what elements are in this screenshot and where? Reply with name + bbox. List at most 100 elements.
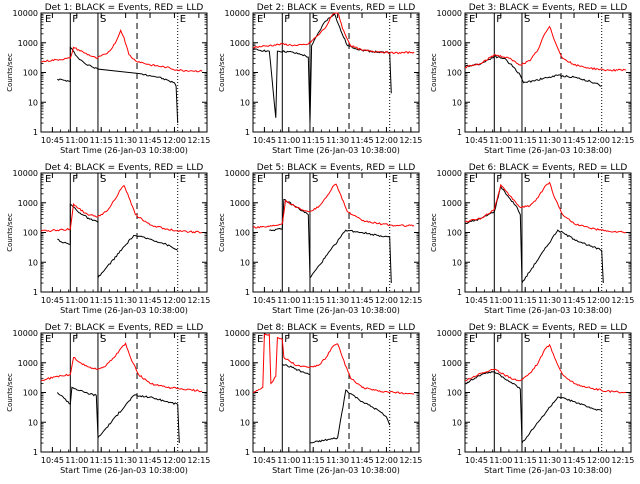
detector-panel-4: Det 4: BLACK = Events, RED = LLD 1 10 100 10… xyxy=(6,163,210,315)
marker-label-s: S xyxy=(312,174,318,185)
y-tick-label: 100 xyxy=(235,229,250,238)
x-tick-label: 11:15 xyxy=(302,136,325,145)
x-tick-label: 11:30 xyxy=(538,456,561,465)
y-tick-label: 10000 xyxy=(225,9,250,18)
marker-label-e: E xyxy=(604,174,610,185)
lld-series-line xyxy=(40,342,203,393)
x-tick-label: 11:30 xyxy=(538,136,561,145)
x-tick-label: 11:45 xyxy=(351,456,374,465)
y-axis-label: Counts/sec xyxy=(218,213,226,252)
panel-title: Det 4: BLACK = Events, RED = LLD xyxy=(45,163,204,173)
x-tick-label: 12:15 xyxy=(399,296,422,305)
x-tick-label: 11:00 xyxy=(489,296,512,305)
x-tick-label: 11:15 xyxy=(514,136,537,145)
lld-series-line xyxy=(252,12,415,55)
x-tick-label: 12:00 xyxy=(163,296,186,305)
detector-panel-5: Det 5: BLACK = Events, RED = LLD 1 10 100 10… xyxy=(218,163,422,315)
lld-series-line xyxy=(252,333,415,395)
x-tick-label: 12:15 xyxy=(187,456,210,465)
events-series-line xyxy=(269,198,392,284)
x-tick-label: 11:30 xyxy=(326,296,349,305)
x-tick-label: 11:15 xyxy=(90,296,113,305)
x-tick-label: 12:15 xyxy=(187,296,210,305)
x-tick-label: 11:45 xyxy=(351,136,374,145)
lld-series-line xyxy=(464,181,627,234)
y-tick-label: 1000 xyxy=(442,199,462,208)
detector-panel-9: Det 9: BLACK = Events, RED = LLD 1 10 100 10… xyxy=(430,323,634,475)
x-axis-label: Start Time (26-Jan-03 10:38:00) xyxy=(60,466,188,475)
x-tick-label: 12:00 xyxy=(375,136,398,145)
x-axis-label: Start Time (26-Jan-03 10:38:00) xyxy=(484,466,612,475)
marker-label-e: E xyxy=(257,174,263,185)
x-tick-label: 11:45 xyxy=(139,296,162,305)
y-tick-label: 1000 xyxy=(18,199,38,208)
x-tick-label: 11:30 xyxy=(114,296,137,305)
x-tick-label: 10:45 xyxy=(465,296,488,305)
x-tick-label: 12:15 xyxy=(611,296,634,305)
lld-series-line xyxy=(464,343,627,394)
marker-label-s: S xyxy=(100,174,106,185)
y-axis-label: Counts/sec xyxy=(6,213,14,252)
y-tick-label: 1 xyxy=(33,128,38,137)
x-tick-label: 12:15 xyxy=(611,136,634,145)
x-tick-label: 11:30 xyxy=(326,456,349,465)
marker-label-e: E xyxy=(180,334,186,345)
marker-label-e: E xyxy=(469,174,475,185)
x-tick-label: 11:45 xyxy=(563,456,586,465)
detector-panel-7: Det 7: BLACK = Events, RED = LLD 1 10 100 10… xyxy=(6,323,210,475)
y-tick-label: 1000 xyxy=(230,39,250,48)
y-tick-label: 1000 xyxy=(18,359,38,368)
lld-series-line xyxy=(252,183,415,229)
y-tick-label: 10000 xyxy=(225,329,250,338)
panel-title: Det 6: BLACK = Events, RED = LLD xyxy=(469,163,628,173)
y-tick-label: 1000 xyxy=(18,39,38,48)
axes-frame xyxy=(40,172,208,293)
panel-title: Det 9: BLACK = Events, RED = LLD xyxy=(469,323,628,333)
y-axis-label: Counts/sec xyxy=(6,373,14,412)
x-axis-label: Start Time (26-Jan-03 10:38:00) xyxy=(60,146,188,155)
y-axis-label: Counts/sec xyxy=(218,373,226,412)
marker-label-f: F xyxy=(284,174,290,185)
x-tick-label: 10:45 xyxy=(465,456,488,465)
y-tick-label: 1 xyxy=(245,288,250,297)
marker-label-s: S xyxy=(100,334,106,345)
x-tick-label: 11:15 xyxy=(514,296,537,305)
x-tick-label: 12:00 xyxy=(375,296,398,305)
marker-label-e: E xyxy=(604,334,610,345)
marker-label-e: E xyxy=(604,14,610,25)
y-tick-label: 10 xyxy=(28,98,38,107)
panel-title: Det 7: BLACK = Events, RED = LLD xyxy=(45,323,204,333)
y-tick-label: 100 xyxy=(23,229,38,238)
x-axis-label: Start Time (26-Jan-03 10:38:00) xyxy=(272,466,400,475)
marker-label-e: E xyxy=(257,334,263,345)
x-tick-label: 11:15 xyxy=(90,136,113,145)
x-tick-label: 11:00 xyxy=(277,456,300,465)
events-series-line xyxy=(464,371,602,445)
y-axis-label: Counts/sec xyxy=(218,53,226,92)
x-tick-label: 11:45 xyxy=(563,136,586,145)
x-tick-label: 12:00 xyxy=(375,456,398,465)
marker-label-e: E xyxy=(392,334,398,345)
x-tick-label: 10:45 xyxy=(253,296,276,305)
x-tick-label: 11:00 xyxy=(489,456,512,465)
x-tick-label: 10:45 xyxy=(253,136,276,145)
events-series-line xyxy=(464,185,604,284)
marker-label-f: F xyxy=(72,174,78,185)
y-axis-label: Counts/sec xyxy=(6,53,14,92)
x-axis-label: Start Time (26-Jan-03 10:38:00) xyxy=(60,306,188,315)
axes-frame xyxy=(464,172,632,293)
y-tick-label: 10 xyxy=(452,98,462,107)
marker-label-f: F xyxy=(496,334,502,345)
y-tick-label: 100 xyxy=(235,69,250,78)
y-tick-label: 10000 xyxy=(437,9,462,18)
marker-label-f: F xyxy=(496,14,502,25)
x-tick-label: 10:45 xyxy=(465,136,488,145)
x-tick-label: 11:00 xyxy=(277,296,300,305)
x-tick-label: 12:15 xyxy=(399,456,422,465)
y-tick-label: 1 xyxy=(245,448,250,457)
x-tick-label: 12:15 xyxy=(187,136,210,145)
x-tick-label: 12:00 xyxy=(587,456,610,465)
x-axis-label: Start Time (26-Jan-03 10:38:00) xyxy=(484,306,612,315)
y-tick-label: 100 xyxy=(23,69,38,78)
panel-title: Det 5: BLACK = Events, RED = LLD xyxy=(257,163,416,173)
